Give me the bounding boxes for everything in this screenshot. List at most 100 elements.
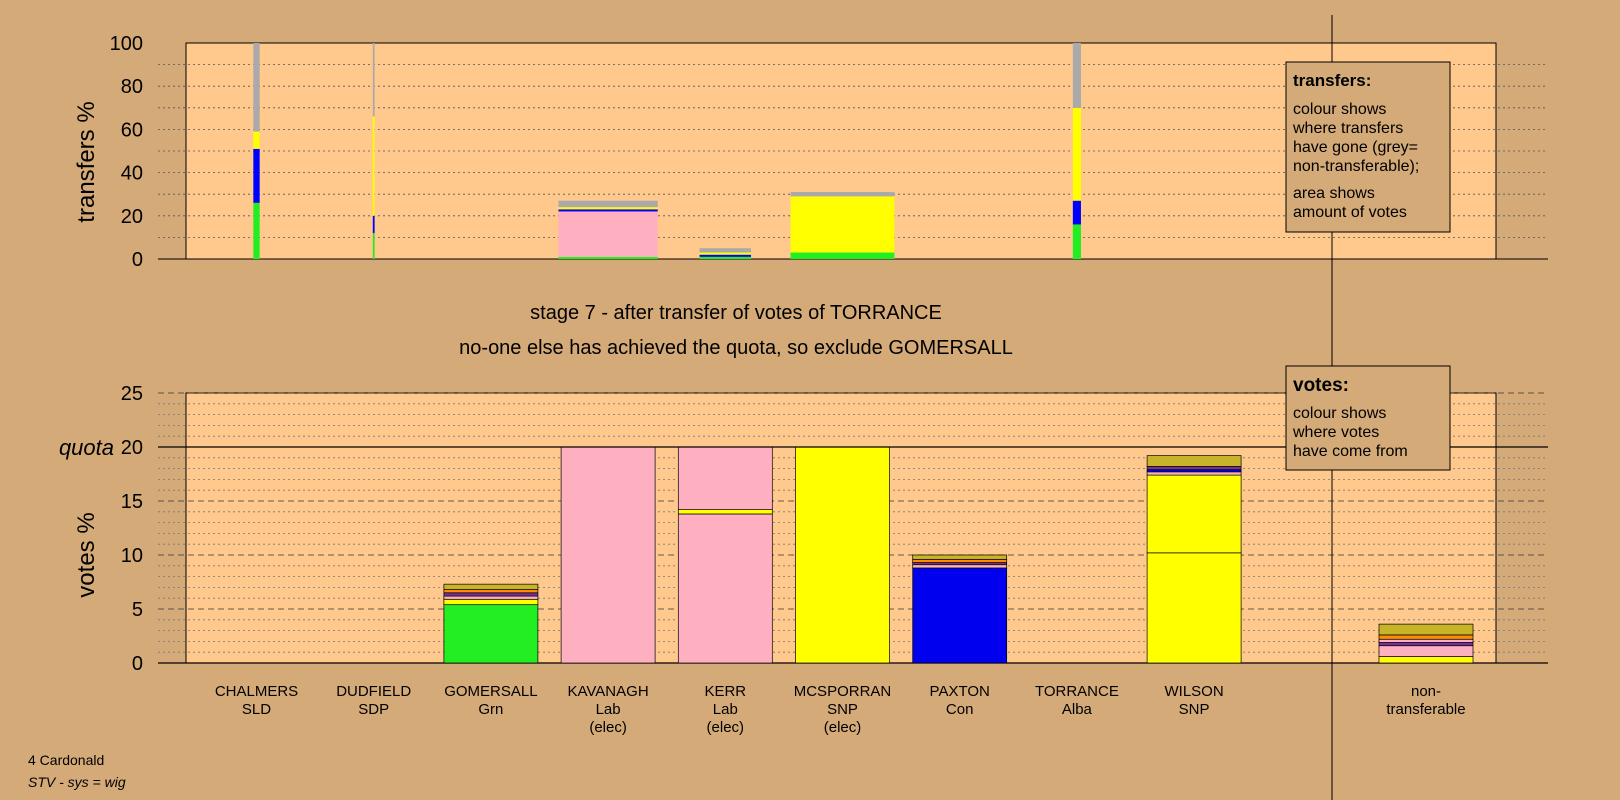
- candidate-label: SDP: [358, 701, 389, 718]
- candidate-label: WILSON: [1165, 683, 1224, 700]
- candidate-label: (elec): [824, 719, 862, 736]
- candidate-label: Lab: [713, 701, 738, 718]
- transfers-y-axis-label: transfers %: [73, 101, 100, 222]
- vote-segment: [1146, 466, 1242, 471]
- votes-tick-label: 10: [121, 545, 143, 567]
- legend-line: where votes: [1292, 424, 1379, 441]
- vote-segment: [1378, 645, 1474, 657]
- transfer-segment: [790, 196, 895, 253]
- transfers-legend-box: [1285, 61, 1451, 233]
- vote-segment: [443, 598, 539, 606]
- votes-tick-label: 25: [121, 383, 143, 405]
- transfers-legend-title: transfers:: [1293, 71, 1371, 90]
- vote-segment: [560, 446, 656, 664]
- vote-segment: [677, 446, 773, 510]
- candidate-label: SNP: [1179, 701, 1210, 718]
- transfers-tick-label: 40: [121, 163, 143, 185]
- vote-segment: [912, 558, 1008, 563]
- vote-segment: [443, 604, 539, 664]
- candidate-label: CHALMERS: [215, 683, 298, 700]
- transfer-segment: [699, 256, 752, 259]
- legend-line: area shows: [1293, 185, 1375, 202]
- vote-segment: [912, 554, 1008, 560]
- vote-segment: [912, 564, 1008, 569]
- vote-segment: [1378, 638, 1474, 643]
- candidate-label: (elec): [707, 719, 745, 736]
- vote-segment: [1378, 656, 1474, 664]
- votes-y-axis-label: votes %: [73, 512, 100, 597]
- vote-segment: [1146, 455, 1242, 467]
- votes-legend-text: colour shows where votes have come from: [1292, 405, 1408, 460]
- legend-line: amount of votes: [1293, 204, 1407, 221]
- transfers-tick-label: 80: [121, 76, 143, 98]
- quota-label: quota: [59, 435, 114, 460]
- vote-segment: [1378, 634, 1474, 640]
- legend-line: have come from: [1293, 443, 1408, 460]
- transfer-segment: [558, 209, 658, 212]
- legend-line: have gone (grey=: [1293, 139, 1418, 156]
- transfers-bars: [253, 43, 1081, 259]
- candidate-label: GOMERSALL: [444, 683, 537, 700]
- transfer-segment: [372, 43, 375, 117]
- candidate-label: TORRANCE: [1035, 683, 1119, 700]
- candidate-label: Grn: [478, 701, 503, 718]
- transfer-segment: [1072, 107, 1081, 201]
- candidate-label: SLD: [242, 701, 271, 718]
- candidate-label: (elec): [589, 719, 627, 736]
- vote-segment: [795, 446, 890, 664]
- vote-segment: [443, 583, 539, 590]
- transfer-segment: [253, 131, 260, 149]
- candidate-label: non-: [1411, 683, 1441, 700]
- transfer-segment: [699, 248, 752, 253]
- votes-legend-box: [1285, 365, 1451, 471]
- vote-segment: [1146, 471, 1242, 476]
- transfer-segment: [372, 233, 375, 259]
- votes-tick-label: 20: [121, 437, 143, 459]
- transfer-segment: [1072, 43, 1081, 108]
- vote-segment: [677, 513, 773, 664]
- transfers-legend-text: colour shows where transfers have gone (gr…: [1292, 101, 1419, 221]
- votes-tick-label: 0: [132, 653, 143, 675]
- transfers-tick-label: 20: [121, 206, 143, 228]
- vote-segment: [443, 595, 539, 600]
- legend-line: colour shows: [1293, 405, 1386, 422]
- vote-segment: [1146, 474, 1242, 554]
- candidate-label: KERR: [704, 683, 746, 700]
- transfer-segment: [558, 211, 658, 257]
- vote-segment: [1378, 623, 1474, 636]
- votes-legend: votes: colour shows where votes have come …: [1285, 365, 1451, 471]
- vote-segment: [677, 509, 773, 515]
- transfers-panel: 0 20 40 60 80 100 transfers %: [73, 33, 1548, 271]
- transfer-segment: [1072, 200, 1081, 225]
- transfers-y-ticks: 0 20 40 60 80 100: [110, 33, 143, 271]
- candidate-label: MCSPORRAN: [794, 683, 892, 700]
- candidate-label: Alba: [1062, 701, 1093, 718]
- transfer-segment: [790, 192, 895, 197]
- footer-system: STV - sys = wig: [28, 774, 126, 790]
- legend-line: where transfers: [1292, 120, 1403, 137]
- votes-bars: [443, 446, 1474, 664]
- vote-segment: [912, 567, 1008, 664]
- transfer-segment: [253, 43, 260, 132]
- candidate-label: Lab: [596, 701, 621, 718]
- votes-y-ticks: 0 5 10 15 20 25: [121, 383, 143, 675]
- vote-segment: [1378, 642, 1474, 647]
- candidate-label: transferable: [1386, 701, 1465, 718]
- votes-tick-label: 5: [132, 599, 143, 621]
- transfer-segment: [558, 256, 658, 259]
- transfer-segment: [790, 252, 895, 259]
- votes-tick-label: 15: [121, 491, 143, 513]
- vote-segment: [443, 589, 539, 594]
- vote-segment: [443, 592, 539, 597]
- transfer-segment: [253, 148, 260, 203]
- footer-ward: 4 Cardonald: [28, 752, 104, 768]
- stage-line-1: stage 7 - after transfer of votes of TOR…: [530, 302, 942, 324]
- transfer-segment: [699, 254, 752, 257]
- transfer-segment: [372, 116, 375, 216]
- candidate-label: DUDFIELD: [336, 683, 411, 700]
- transfers-legend: transfers: colour shows where transfers ha…: [1285, 61, 1451, 233]
- candidate-label: PAXTON: [930, 683, 990, 700]
